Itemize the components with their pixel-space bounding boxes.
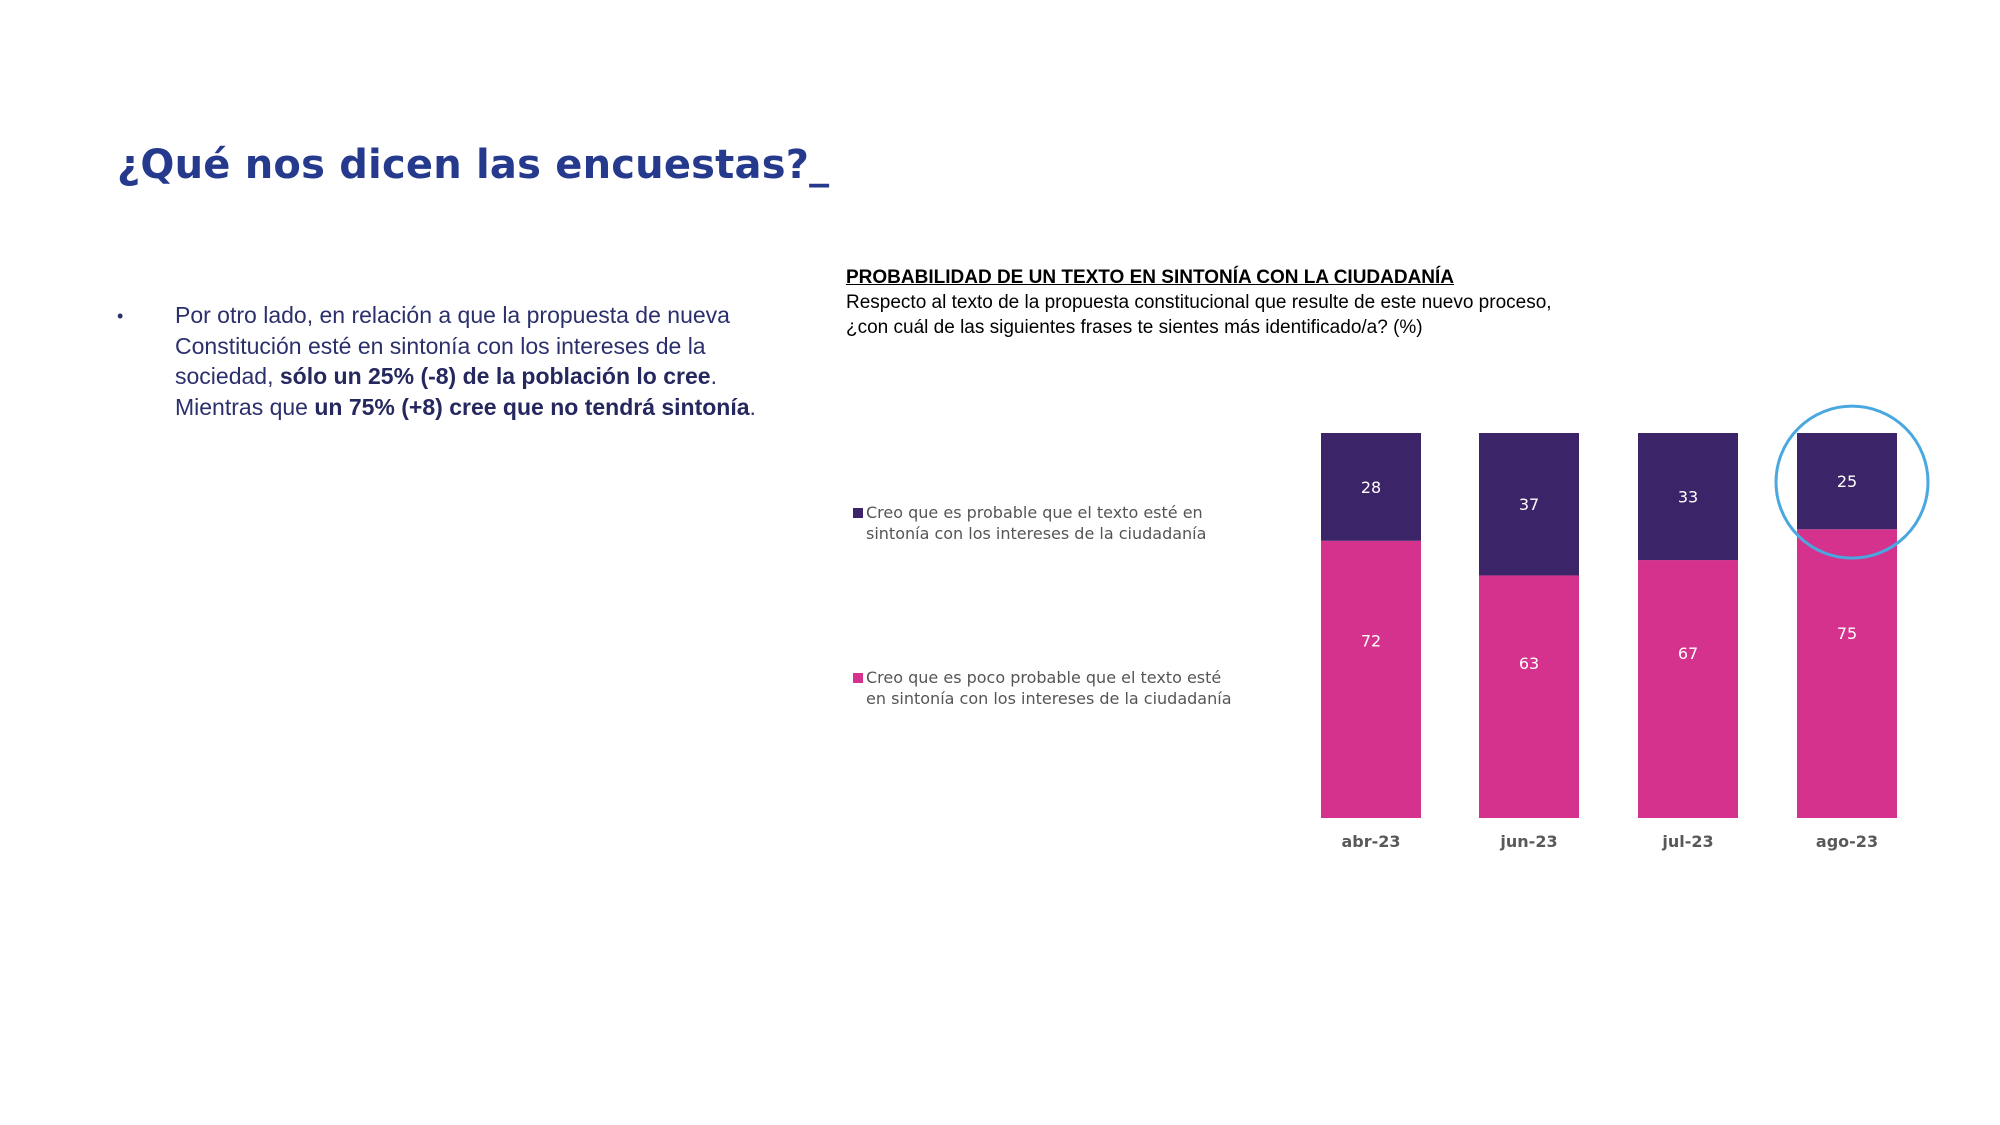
bar-segment-probable-abr-23 xyxy=(1321,433,1421,541)
data-label-poco-probable-ago-23: 75 xyxy=(1837,624,1857,643)
page-title: ¿Qué nos dicen las encuestas?_ xyxy=(117,142,830,188)
x-tick-label-jun-23: jun-23 xyxy=(1499,832,1557,851)
bar-segment-poco-probable-jul-23 xyxy=(1638,560,1738,818)
bar-segment-poco-probable-abr-23 xyxy=(1321,540,1421,818)
chart-subtitle: Respecto al texto de la propuesta consti… xyxy=(846,292,1552,338)
data-label-probable-ago-23: 25 xyxy=(1837,472,1857,491)
bar-segment-poco-probable-ago-23 xyxy=(1797,529,1897,818)
x-tick-label-jul-23: jul-23 xyxy=(1661,832,1713,851)
legend-item-poco-probable: Creo que es poco probable que el texto e… xyxy=(853,667,1243,709)
data-label-probable-jun-23: 37 xyxy=(1519,495,1539,514)
bullet-bold-part-2: un 75% (+8) cree que no tendrá sintonía xyxy=(314,393,750,420)
x-tick-label-abr-23: abr-23 xyxy=(1341,832,1400,851)
bullet-text-part-3: . xyxy=(749,393,756,420)
bullet-point: • Por otro lado, en relación a que la pr… xyxy=(117,300,777,422)
bullet-bold-part-1: sólo un 25% (-8) de la población lo cree xyxy=(279,363,711,389)
legend-label-poco-probable: Creo que es poco probable que el texto e… xyxy=(866,668,1232,708)
chart-title: PROBABILIDAD DE UN TEXTO EN SINTONÍA CON… xyxy=(846,267,1455,288)
bullet-marker: • xyxy=(117,306,124,326)
bullet-text: Por otro lado, en relación a que la prop… xyxy=(175,300,777,422)
data-label-probable-abr-23: 28 xyxy=(1361,478,1381,497)
bar-segment-probable-jun-23 xyxy=(1479,433,1579,576)
data-label-poco-probable-abr-23: 72 xyxy=(1361,632,1381,651)
bullet-text-part-2: . Mientras que xyxy=(175,363,717,420)
bar-segment-probable-jul-23 xyxy=(1638,433,1738,561)
legend-item-probable: Creo que es probable que el texto esté e… xyxy=(853,502,1243,544)
chart-header: PROBABILIDAD DE UN TEXTO EN SINTONÍA CON… xyxy=(846,266,1566,340)
legend-swatch-probable xyxy=(853,508,863,518)
legend-label-probable: Creo que es probable que el texto esté e… xyxy=(866,503,1207,543)
bar-segment-poco-probable-jun-23 xyxy=(1479,575,1579,818)
data-label-poco-probable-jul-23: 67 xyxy=(1678,644,1698,663)
highlight-circle xyxy=(1774,404,1930,560)
legend-swatch-poco-probable xyxy=(853,673,863,683)
data-label-probable-jul-23: 33 xyxy=(1678,488,1698,507)
bullet-text-part-1: Por otro lado, en relación a que la prop… xyxy=(175,302,730,389)
data-label-poco-probable-jun-23: 63 xyxy=(1519,654,1539,673)
bar-segment-probable-ago-23 xyxy=(1797,433,1897,530)
x-tick-label-ago-23: ago-23 xyxy=(1816,832,1878,851)
